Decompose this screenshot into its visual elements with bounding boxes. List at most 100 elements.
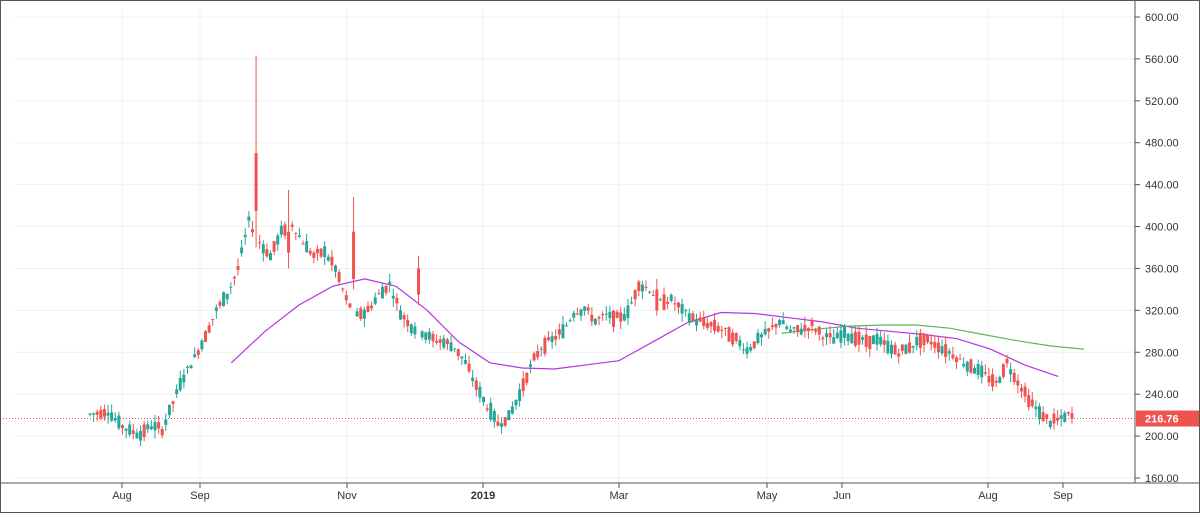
candle[interactable] xyxy=(229,282,233,295)
candle[interactable] xyxy=(998,375,1002,384)
candle[interactable] xyxy=(886,334,890,355)
candle[interactable] xyxy=(734,332,738,344)
candle[interactable] xyxy=(1019,383,1023,399)
candle[interactable] xyxy=(236,258,240,276)
candle[interactable] xyxy=(843,323,847,346)
candle[interactable] xyxy=(514,399,518,410)
candle[interactable] xyxy=(240,240,244,257)
candle[interactable] xyxy=(947,347,951,361)
candle[interactable] xyxy=(120,423,124,435)
candle[interactable] xyxy=(976,359,980,380)
candle[interactable] xyxy=(593,318,597,326)
candle[interactable] xyxy=(539,346,543,357)
candle[interactable] xyxy=(1027,388,1031,411)
candle[interactable] xyxy=(991,368,995,392)
candle[interactable] xyxy=(250,221,254,237)
candle[interactable] xyxy=(182,368,186,389)
candle[interactable] xyxy=(261,240,265,262)
candle[interactable] xyxy=(738,335,742,351)
candle[interactable] xyxy=(796,324,800,337)
candle[interactable] xyxy=(565,322,569,327)
candle[interactable] xyxy=(315,245,319,262)
candle[interactable] xyxy=(160,426,164,439)
candle[interactable] xyxy=(940,339,944,356)
candle[interactable] xyxy=(951,346,955,361)
candle[interactable] xyxy=(651,290,655,297)
candle[interactable] xyxy=(590,307,594,326)
candle[interactable] xyxy=(781,312,785,325)
candle[interactable] xyxy=(232,275,236,286)
candle[interactable] xyxy=(352,197,356,290)
candle[interactable] xyxy=(460,356,464,365)
candle[interactable] xyxy=(431,330,435,348)
candle[interactable] xyxy=(601,311,605,321)
candle[interactable] xyxy=(825,328,828,346)
candle[interactable] xyxy=(572,310,576,322)
candle[interactable] xyxy=(362,306,366,327)
candle[interactable] xyxy=(456,348,460,361)
candle[interactable] xyxy=(760,332,764,346)
candle[interactable] xyxy=(478,381,482,403)
candle[interactable] xyxy=(929,334,933,351)
candle[interactable] xyxy=(453,348,457,353)
candle[interactable] xyxy=(915,330,919,351)
candle[interactable] xyxy=(832,328,836,344)
candle[interactable] xyxy=(337,269,341,285)
candle[interactable] xyxy=(391,288,395,307)
candle[interactable] xyxy=(547,330,551,342)
candle[interactable] xyxy=(864,326,868,352)
candle[interactable] xyxy=(608,305,612,325)
candle[interactable] xyxy=(774,323,778,335)
candle[interactable] xyxy=(586,304,590,315)
candle[interactable] xyxy=(366,301,370,313)
candle[interactable] xyxy=(113,412,117,423)
candle[interactable] xyxy=(1048,419,1052,430)
candle[interactable] xyxy=(622,307,626,322)
candle[interactable] xyxy=(658,297,662,301)
candle[interactable] xyxy=(1038,403,1042,425)
candle[interactable] xyxy=(528,359,532,374)
candle[interactable] xyxy=(88,412,92,417)
candle[interactable] xyxy=(640,280,644,300)
candle[interactable] xyxy=(666,296,670,310)
candle[interactable] xyxy=(561,315,565,339)
candle[interactable] xyxy=(204,329,208,342)
candle[interactable] xyxy=(1059,409,1063,427)
candle[interactable] xyxy=(648,290,652,294)
candle[interactable] xyxy=(630,296,634,305)
candle[interactable] xyxy=(619,306,623,330)
candle[interactable] xyxy=(319,247,323,259)
candle[interactable] xyxy=(785,324,789,331)
candle[interactable] xyxy=(106,404,110,424)
candle[interactable] xyxy=(373,292,377,306)
candle[interactable] xyxy=(258,234,262,249)
candle[interactable] xyxy=(326,254,330,262)
candle[interactable] xyxy=(398,305,402,321)
candle[interactable] xyxy=(474,377,478,397)
candle[interactable] xyxy=(330,250,334,272)
candle[interactable] xyxy=(442,334,446,350)
candle[interactable] xyxy=(146,420,150,433)
candle[interactable] xyxy=(95,409,99,422)
candle[interactable] xyxy=(550,331,554,349)
candle[interactable] xyxy=(745,341,749,359)
candle[interactable] xyxy=(868,335,872,357)
candle[interactable] xyxy=(980,360,984,384)
candle[interactable] xyxy=(568,318,572,323)
candle[interactable] xyxy=(893,341,897,356)
candle[interactable] xyxy=(243,228,247,245)
candle[interactable] xyxy=(720,325,724,339)
candle[interactable] xyxy=(579,308,583,321)
candle[interactable] xyxy=(763,321,767,336)
candle[interactable] xyxy=(164,413,168,432)
candle[interactable] xyxy=(518,383,522,407)
candle[interactable] xyxy=(171,400,175,413)
candle[interactable] xyxy=(308,247,312,256)
candle[interactable] xyxy=(247,211,251,228)
candle[interactable] xyxy=(814,327,818,336)
candle[interactable] xyxy=(698,311,702,323)
candle[interactable] xyxy=(283,221,287,240)
candle[interactable] xyxy=(297,227,301,238)
candle[interactable] xyxy=(926,333,930,345)
candle[interactable] xyxy=(510,401,514,415)
